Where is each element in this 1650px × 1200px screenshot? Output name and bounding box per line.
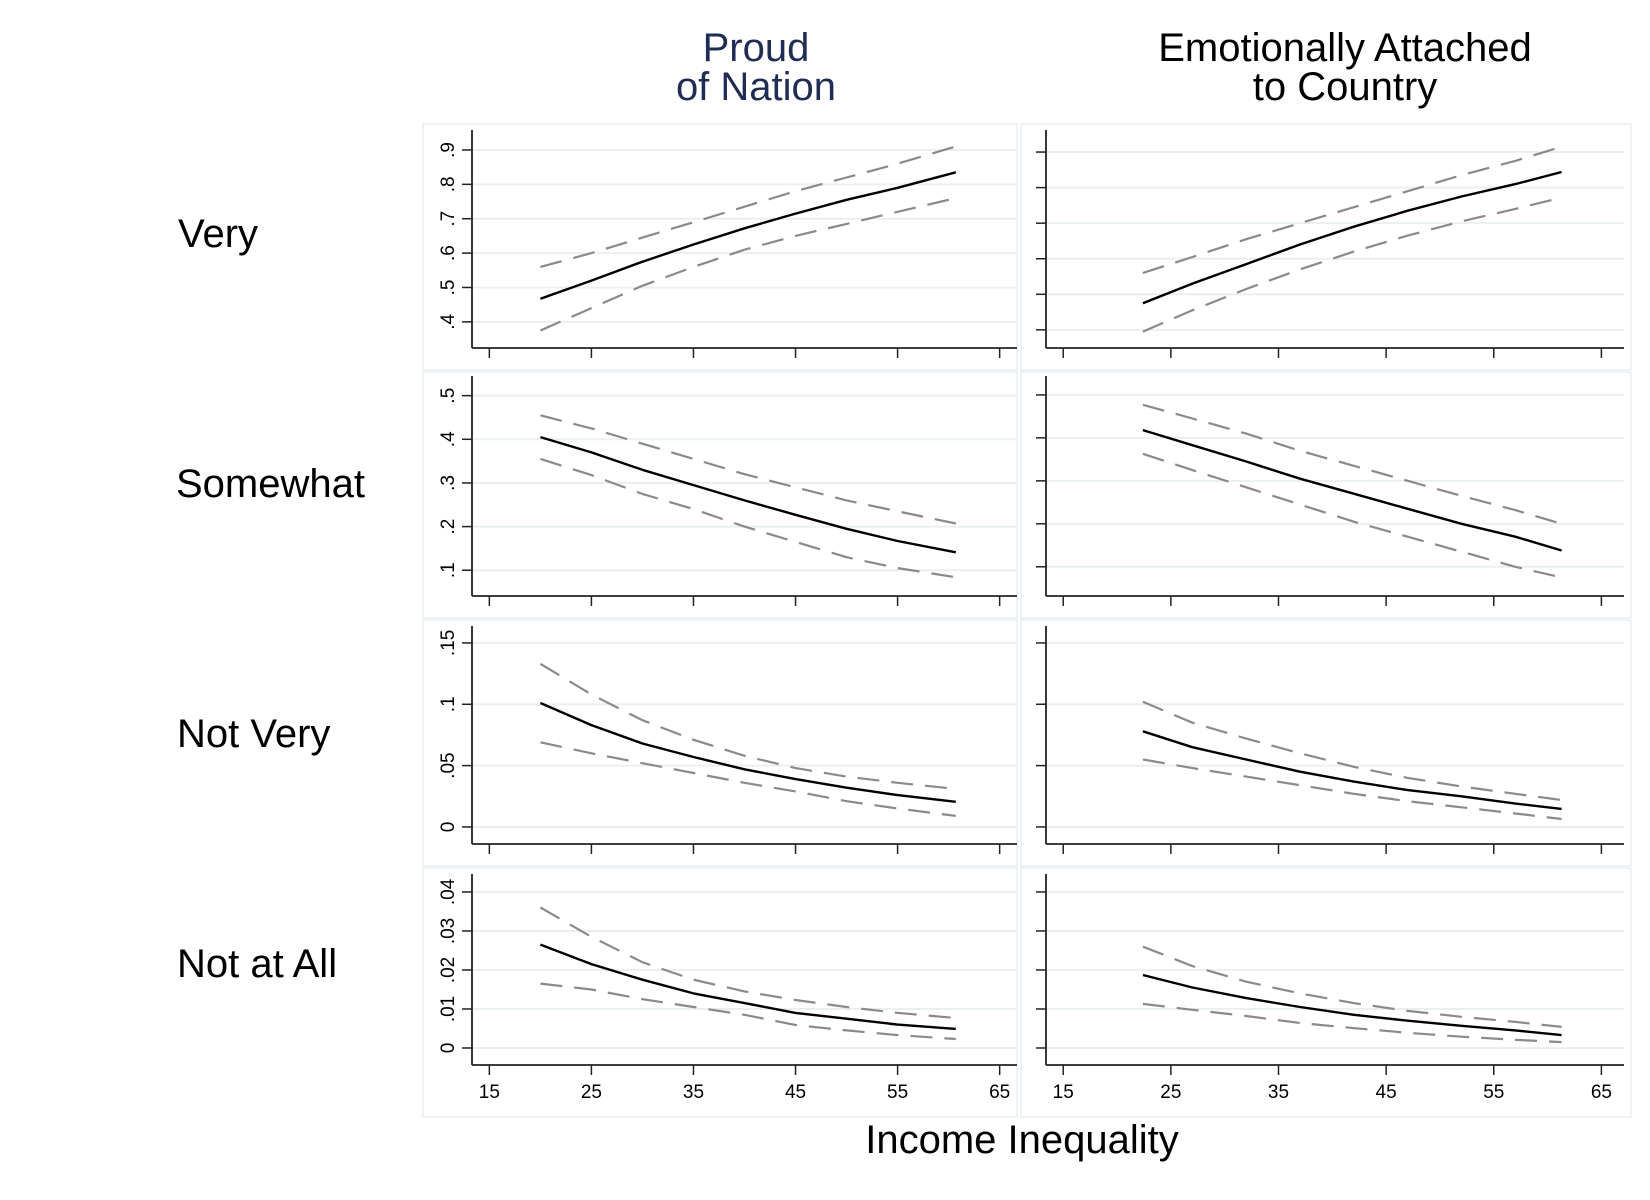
panel-1-0 <box>1020 123 1632 371</box>
panel-1-1 <box>1020 371 1632 619</box>
lower-ci-line <box>1142 452 1562 579</box>
upper-ci-line <box>1142 145 1562 275</box>
upper-ci-line <box>540 145 957 268</box>
estimate-line <box>1142 428 1562 552</box>
panel-border <box>1020 371 1632 619</box>
panel-0-0: .4 .5 .6 .7 .8 .9 <box>422 123 1018 371</box>
y-tick-label: .5 <box>438 280 459 296</box>
y-tick-label: .7 <box>438 211 459 227</box>
lower-ci-line <box>540 457 956 579</box>
y-tick-label: .2 <box>438 519 459 535</box>
x-tick-label: 25 <box>581 1082 602 1103</box>
row-label-not-very: Not Very <box>177 712 330 756</box>
column-title-proud-line1: Proud <box>703 26 810 70</box>
estimate-line <box>1142 730 1562 811</box>
y-tick-label: .3 <box>438 475 459 491</box>
panel-0-3: 0 .01 .02 .03 .04 <box>422 867 1018 1118</box>
x-tick-label: 35 <box>683 1082 704 1103</box>
row-labels: Very Somewhat Not Very Not at All <box>176 212 365 986</box>
y-tick-label: .05 <box>438 752 459 778</box>
x-tick-label: 15 <box>1053 1082 1074 1103</box>
lower-ci-line <box>1142 196 1562 333</box>
row-label-not-at-all: Not at All <box>177 942 337 986</box>
x-tick-label: 45 <box>1376 1082 1397 1103</box>
panel-0-2: 0 .05 .1 .15 <box>422 619 1018 867</box>
y-tick-label: .4 <box>438 314 459 330</box>
upper-ci-line <box>540 414 957 525</box>
estimate-line <box>539 701 956 803</box>
upper-ci-line <box>1142 700 1562 802</box>
estimate-line <box>1142 170 1562 305</box>
y-tick-label: .03 <box>438 918 459 944</box>
y-tick-label: .1 <box>438 696 459 712</box>
x-tick-label: 65 <box>1591 1082 1612 1103</box>
y-tick-label: 0 <box>438 822 459 833</box>
y-tick-label: .4 <box>438 431 459 447</box>
y-tick-label: .8 <box>438 176 459 192</box>
panel-border <box>422 371 1018 619</box>
x-tick-label: 15 <box>479 1082 500 1103</box>
x-tick-label: 35 <box>1268 1082 1289 1103</box>
x-tick-label: 55 <box>1483 1082 1504 1103</box>
column-titles: Proud of Nation Emotionally Attached to … <box>676 26 1532 109</box>
upper-ci-line <box>539 662 956 790</box>
y-tick-label: .15 <box>438 630 459 656</box>
y-tick-label: .5 <box>438 388 459 404</box>
x-axis-title: Income Inequality <box>865 1118 1179 1162</box>
y-tick-label: .01 <box>438 996 459 1022</box>
x-tick-label: 65 <box>989 1082 1010 1103</box>
estimate-line <box>540 435 957 554</box>
column-title-attached-line1: Emotionally Attached <box>1158 26 1532 70</box>
panel-border <box>422 619 1018 867</box>
upper-ci-line <box>1142 945 1562 1028</box>
y-tick-label: .02 <box>438 957 459 983</box>
panel-border <box>422 867 1018 1118</box>
column-title-proud-line2: of Nation <box>676 65 836 109</box>
panel-border <box>1020 867 1632 1118</box>
estimate-line <box>1142 973 1562 1037</box>
x-tick-label: 55 <box>887 1082 908 1103</box>
panel-border <box>422 123 1018 371</box>
row-label-somewhat: Somewhat <box>176 462 365 506</box>
x-tick-label: 25 <box>1160 1082 1181 1103</box>
row-label-very: Very <box>178 212 258 256</box>
estimate-line <box>539 943 956 1031</box>
panel-1-2 <box>1020 619 1632 867</box>
panel-1-3 <box>1020 867 1632 1118</box>
upper-ci-line <box>1142 403 1562 525</box>
upper-ci-line <box>539 906 956 1020</box>
lower-ci-line <box>540 741 956 817</box>
lower-ci-line <box>1142 1002 1562 1044</box>
lower-ci-line <box>1142 758 1562 821</box>
lower-ci-line <box>539 197 957 332</box>
panel-border <box>1020 619 1632 867</box>
y-tick-label: 0 <box>438 1043 459 1054</box>
estimate-line <box>539 171 957 300</box>
column-title-attached-line2: to Country <box>1253 65 1438 109</box>
panel-border <box>1020 123 1632 371</box>
y-tick-label: .9 <box>438 142 459 158</box>
panels: .4 .5 .6 .7 .8 .9 .1 .2 .3 .4 .5 0 .05 .1 .15 0 .01 .02 .0… <box>422 123 1632 1118</box>
y-tick-label: .04 <box>438 878 459 905</box>
y-tick-label: .6 <box>438 245 459 261</box>
x-tick-labels: 15 25 35 45 55 65 15 25 35 45 55 65 <box>479 1082 1612 1103</box>
panel-0-1: .1 .2 .3 .4 .5 <box>422 371 1018 619</box>
x-tick-label: 45 <box>785 1082 806 1103</box>
lower-ci-line <box>540 982 956 1041</box>
y-tick-label: .1 <box>438 562 459 578</box>
